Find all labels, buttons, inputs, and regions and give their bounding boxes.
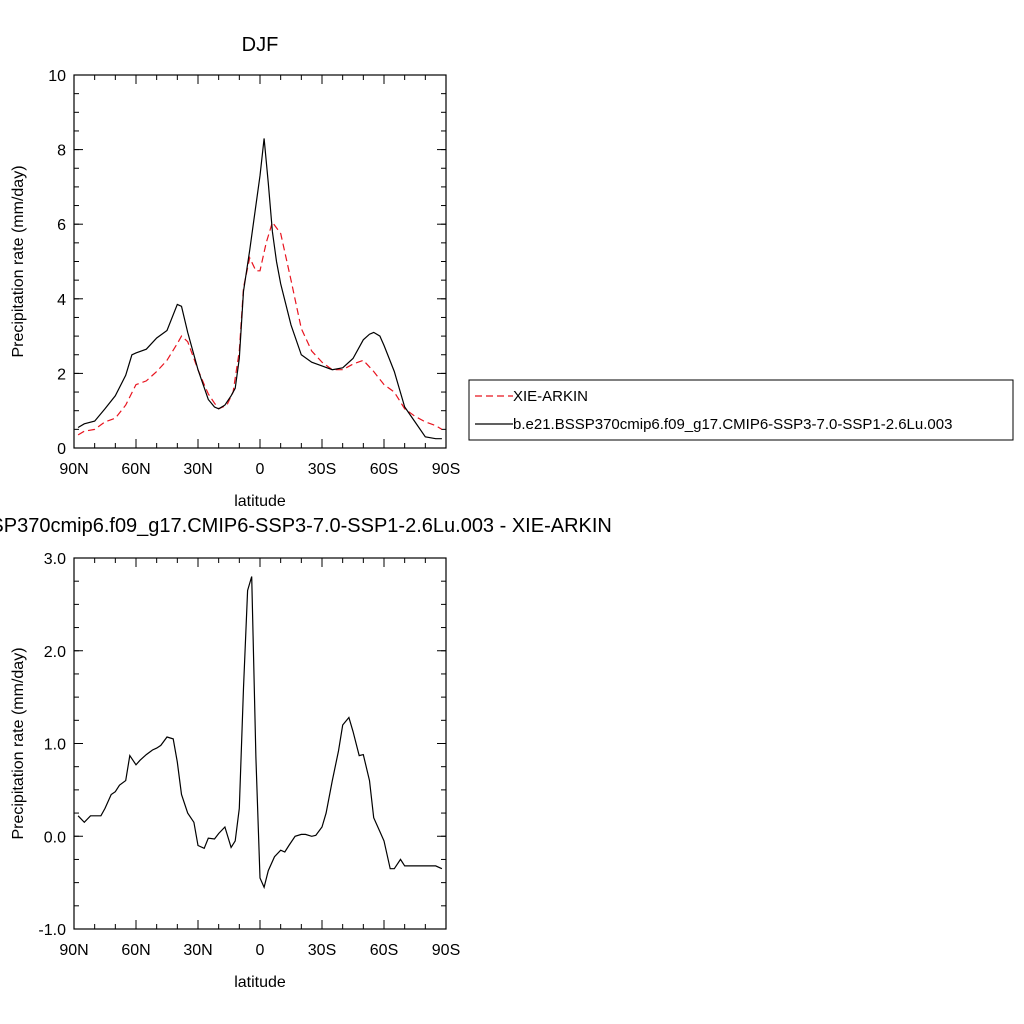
chart-top-djf: DJF 90N 60N 30N 0 30S 60S 90S 0 2 4 6 8 10 latitude Pre… [10,34,460,510]
series-line-1 [77,138,442,440]
x-tick-label: 0 [256,942,265,959]
y-tick-label: 3.0 [44,551,66,568]
x-tick-label: 30N [183,942,212,959]
x-tick-label: 90S [432,461,460,478]
y-tick-label: 8 [57,143,66,160]
legend-label-1: b.e21.BSSP370cmip6.f09_g17.CMIP6-SSP3-7.… [513,416,952,433]
y-tick-label: -1.0 [38,922,66,939]
series-line-0 [77,576,443,890]
legend-box [468,379,1014,441]
y-tick-label: 2 [57,366,66,383]
x-axis-label: latitude [234,493,286,510]
x-tick-label: 90N [59,461,88,478]
y-tick-label: 1.0 [44,737,66,754]
x-tick-label: 60S [370,461,398,478]
x-tick-label: 60N [121,461,150,478]
chart-title: b.e21.BSSP370cmip6.f09_g17.CMIP6-SSP3-7.… [0,515,612,537]
y-tick-label: 2.0 [44,644,66,661]
x-tick-label: 30S [308,942,336,959]
series-line-0 [77,220,443,436]
x-tick-label: 60S [370,942,398,959]
x-axis-label: latitude [234,974,286,991]
y-axis-label: Precipitation rate (mm/day) [10,165,27,357]
y-tick-label: 6 [57,217,66,234]
x-tick-label: 30N [183,461,212,478]
y-tick-label: 0 [57,441,66,458]
y-tick-label: 10 [48,68,66,85]
legend: XIE-ARKIN b.e21.BSSP370cmip6.f09_g17.CMIP… [468,379,1014,441]
chart-bottom-difference: b.e21.BSSP370cmip6.f09_g17.CMIP6-SSP3-7.… [0,515,612,991]
x-tick-label: 60N [121,942,150,959]
plot-frame [73,74,447,449]
chart-title: DJF [242,34,279,56]
y-tick-label: 0.0 [44,829,66,846]
x-tick-label: 90N [59,942,88,959]
y-tick-label: 4 [57,292,66,309]
y-axis-label: Precipitation rate (mm/day) [10,647,27,839]
x-tick-label: 30S [308,461,336,478]
x-tick-label: 0 [256,461,265,478]
legend-label-0: XIE-ARKIN [513,388,588,405]
x-tick-label: 90S [432,942,460,959]
